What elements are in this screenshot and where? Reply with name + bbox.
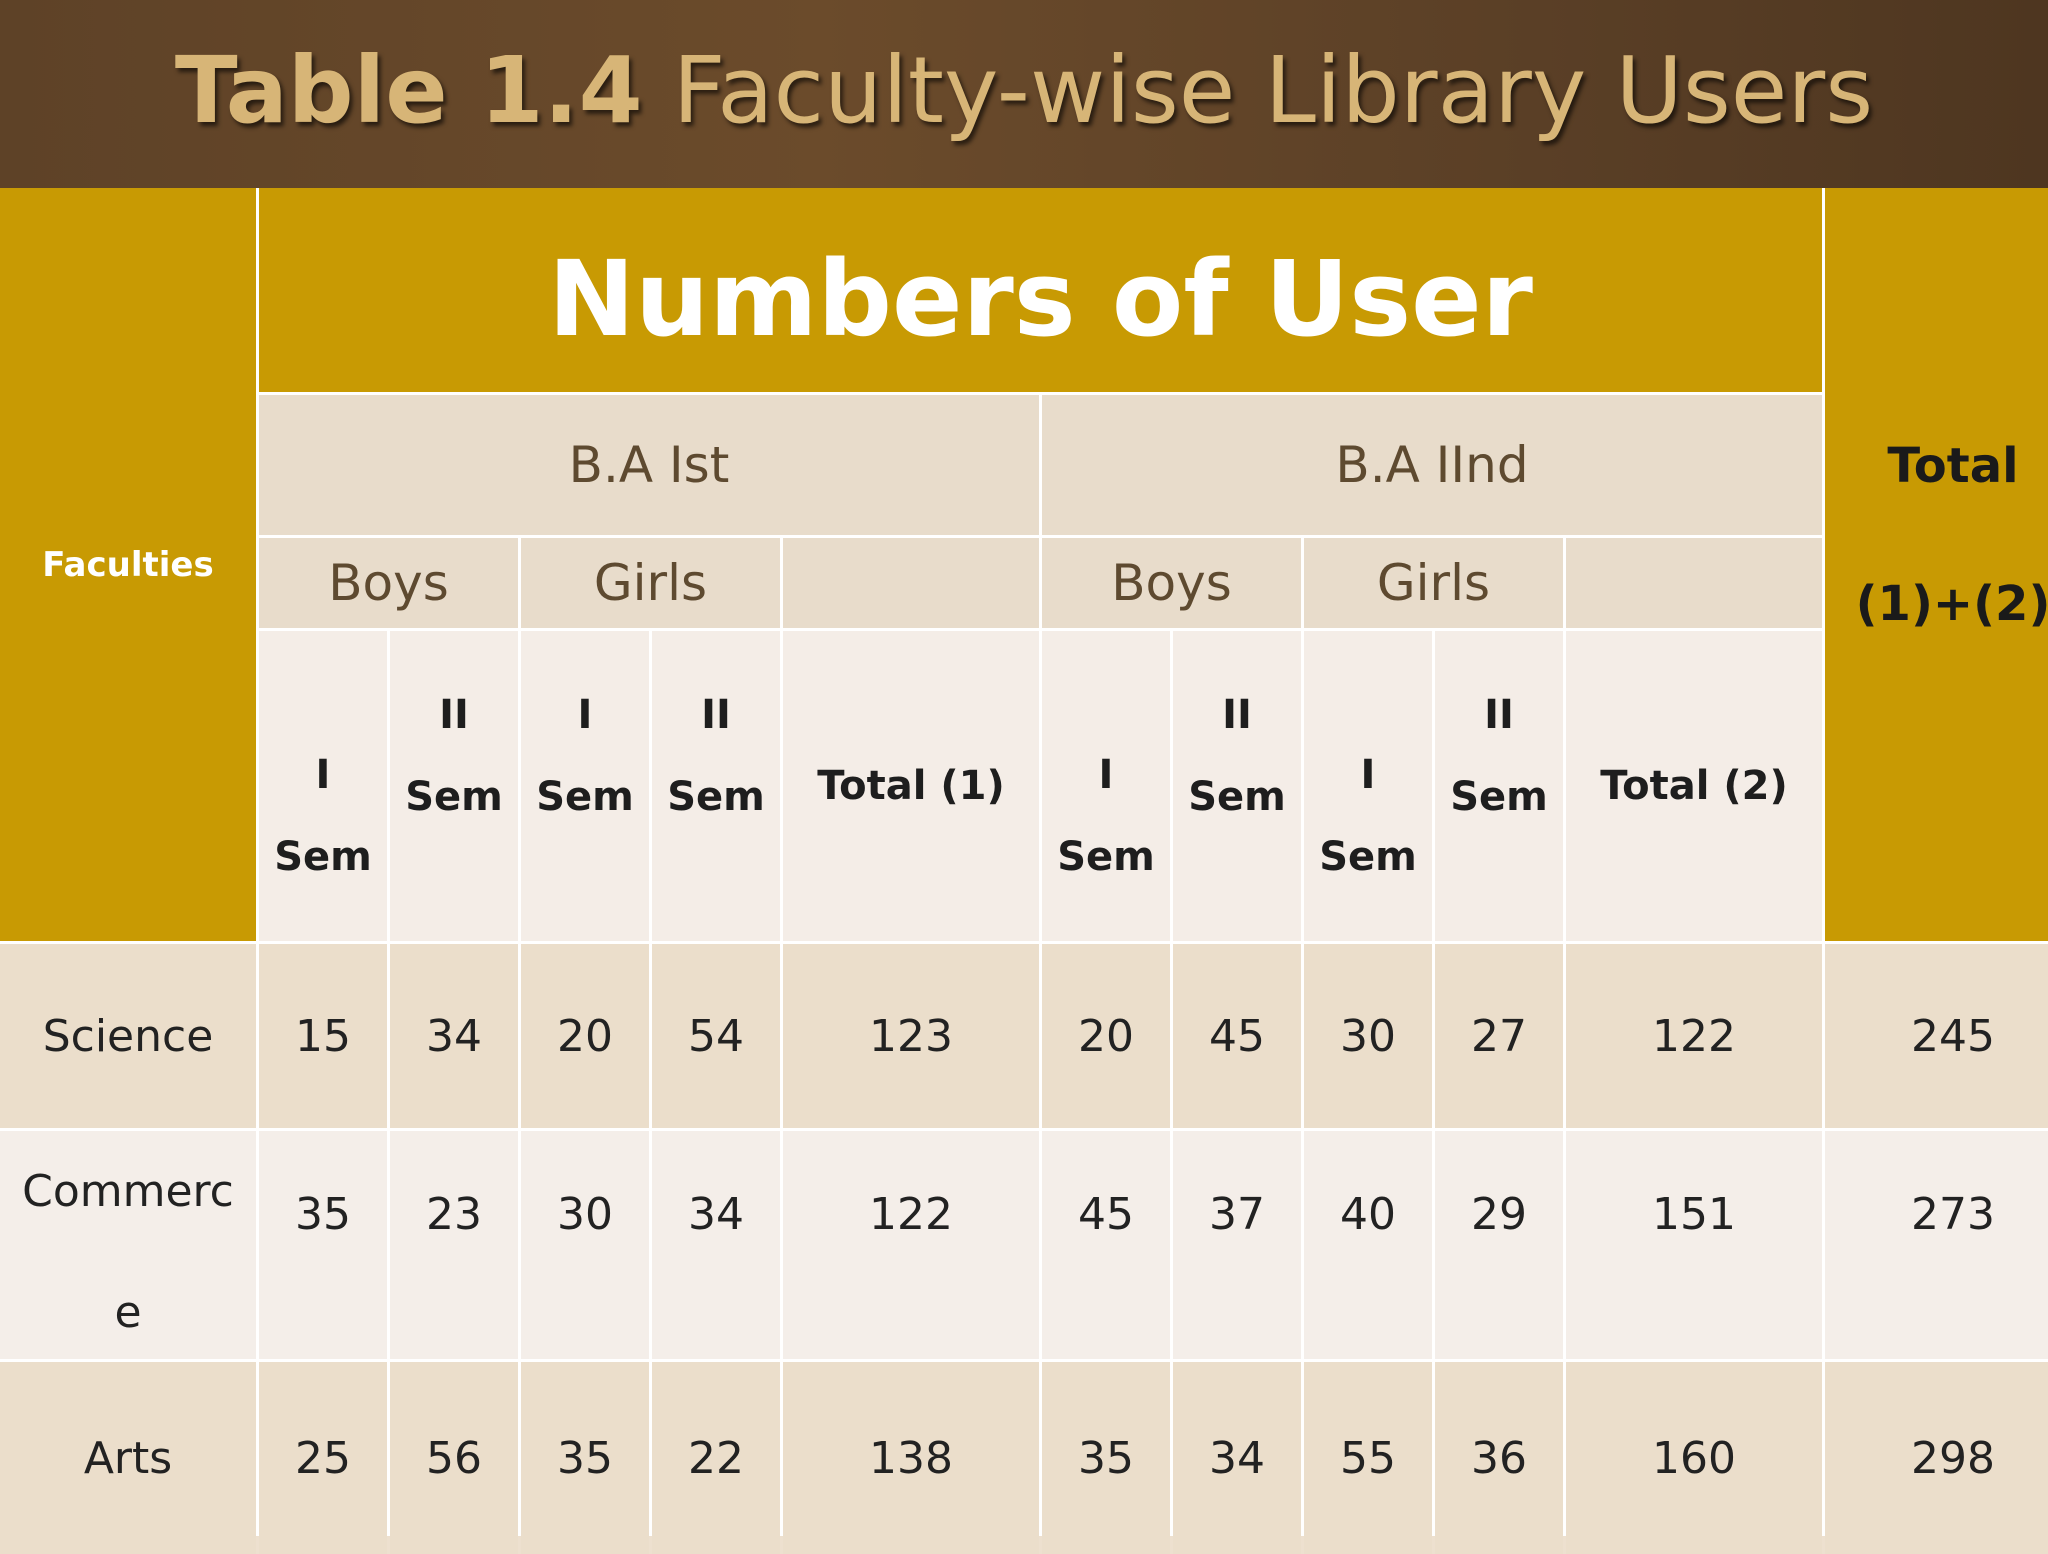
- ba1-boys-sem2-header: II Sem: [390, 631, 518, 941]
- numbers-of-user-header: Numbers of User: [259, 188, 1822, 392]
- sem-label: Sem: [1319, 834, 1417, 880]
- sem-label: Sem: [536, 774, 634, 820]
- table-cell: 56: [390, 1362, 518, 1554]
- sem-numeral: I: [315, 752, 331, 798]
- table-cell: 160: [1566, 1362, 1822, 1554]
- ba-first-year-header: B.A Ist: [259, 395, 1039, 535]
- sem-numeral: II: [1222, 692, 1252, 738]
- faculties-header: Faculties: [0, 188, 256, 941]
- ba2-boys-sem2-header: II Sem: [1173, 631, 1301, 941]
- table-cell: 45: [1173, 944, 1301, 1128]
- sem-numeral: I: [1098, 752, 1114, 798]
- table-cell: 15: [259, 944, 387, 1128]
- table-cell: 122: [783, 1131, 1039, 1359]
- sem-numeral: II: [1484, 692, 1514, 738]
- table-cell: 29: [1435, 1131, 1563, 1359]
- table-cell: 23: [390, 1131, 518, 1359]
- grand-total-formula: (1)+(2): [1855, 575, 2048, 632]
- users-table: Faculties Numbers of User Total (1)+(2) …: [0, 188, 2048, 1554]
- table-caption: Faculty-wise Library Users: [672, 36, 1874, 144]
- ba2-girls-header: Girls: [1304, 538, 1563, 628]
- table-cell: 55: [1304, 1362, 1432, 1554]
- table-cell: 45: [1042, 1131, 1170, 1359]
- sem-numeral: I: [1360, 752, 1376, 798]
- table-cell: 40: [1304, 1131, 1432, 1359]
- ba1-boys-header: Boys: [259, 538, 518, 628]
- table-cell: 54: [652, 944, 780, 1128]
- ba2-girls-sem2-header: II Sem: [1435, 631, 1563, 941]
- table-cell: 20: [521, 944, 649, 1128]
- ba1-girls-sem1-header: I Sem: [521, 631, 649, 941]
- ba-second-year-header: B.A IInd: [1042, 395, 1822, 535]
- table-cell: 30: [1304, 944, 1432, 1128]
- table-cell: 20: [1042, 944, 1170, 1128]
- ba2-boys-sem1-header: I Sem: [1042, 631, 1170, 941]
- ba1-blank-header: [783, 538, 1039, 628]
- ba2-girls-sem1-header: I Sem: [1304, 631, 1432, 941]
- table-cell: 25: [259, 1362, 387, 1554]
- grand-total-label: Total: [1887, 437, 2019, 494]
- faculty-name-line2: e: [114, 1287, 142, 1338]
- table-cell: 36: [1435, 1362, 1563, 1554]
- sem-numeral: II: [701, 692, 731, 738]
- title-bar: Table 1.4 Faculty-wise Library Users: [0, 0, 2048, 188]
- sem-label: Sem: [1057, 834, 1155, 880]
- table-cell: 273: [1825, 1131, 2048, 1359]
- table-cell: 138: [783, 1362, 1039, 1554]
- sem-label: Sem: [667, 774, 765, 820]
- sem-label: Sem: [274, 834, 372, 880]
- table-cell: 298: [1825, 1362, 2048, 1554]
- table-cell: 122: [1566, 944, 1822, 1128]
- total2-header: Total (2): [1566, 631, 1822, 941]
- ba2-blank-header: [1566, 538, 1822, 628]
- total1-header: Total (1): [783, 631, 1039, 941]
- table-cell: 34: [390, 944, 518, 1128]
- table-cell: 37: [1173, 1131, 1301, 1359]
- table-cell: 35: [1042, 1362, 1170, 1554]
- sem-label: Sem: [405, 774, 503, 820]
- grand-total-header: Total (1)+(2): [1825, 188, 2048, 941]
- ba1-girls-header: Girls: [521, 538, 780, 628]
- ba1-boys-sem1-header: I Sem: [259, 631, 387, 941]
- sem-numeral: I: [577, 692, 593, 738]
- ba2-boys-header: Boys: [1042, 538, 1301, 628]
- table-cell: 34: [1173, 1362, 1301, 1554]
- sem-label: Sem: [1188, 774, 1286, 820]
- table-cell: 22: [652, 1362, 780, 1554]
- table-cell: 34: [652, 1131, 780, 1359]
- table-number: Table 1.4: [174, 36, 643, 144]
- table-cell: 27: [1435, 944, 1563, 1128]
- faculty-name: Commerc e: [0, 1131, 256, 1359]
- table-cell: 30: [521, 1131, 649, 1359]
- table-cell: 245: [1825, 944, 2048, 1128]
- table-cell: 35: [521, 1362, 649, 1554]
- slide-title: Table 1.4 Faculty-wise Library Users: [175, 37, 1873, 144]
- sem-numeral: II: [439, 692, 469, 738]
- table-cell: 123: [783, 944, 1039, 1128]
- faculty-name: Arts: [0, 1362, 256, 1554]
- faculty-name-line1: Commerc: [22, 1165, 234, 1217]
- table-cell: 35: [259, 1131, 387, 1359]
- ba1-girls-sem2-header: II Sem: [652, 631, 780, 941]
- faculty-name: Science: [0, 944, 256, 1128]
- sem-label: Sem: [1450, 774, 1548, 820]
- table-cell: 151: [1566, 1131, 1822, 1359]
